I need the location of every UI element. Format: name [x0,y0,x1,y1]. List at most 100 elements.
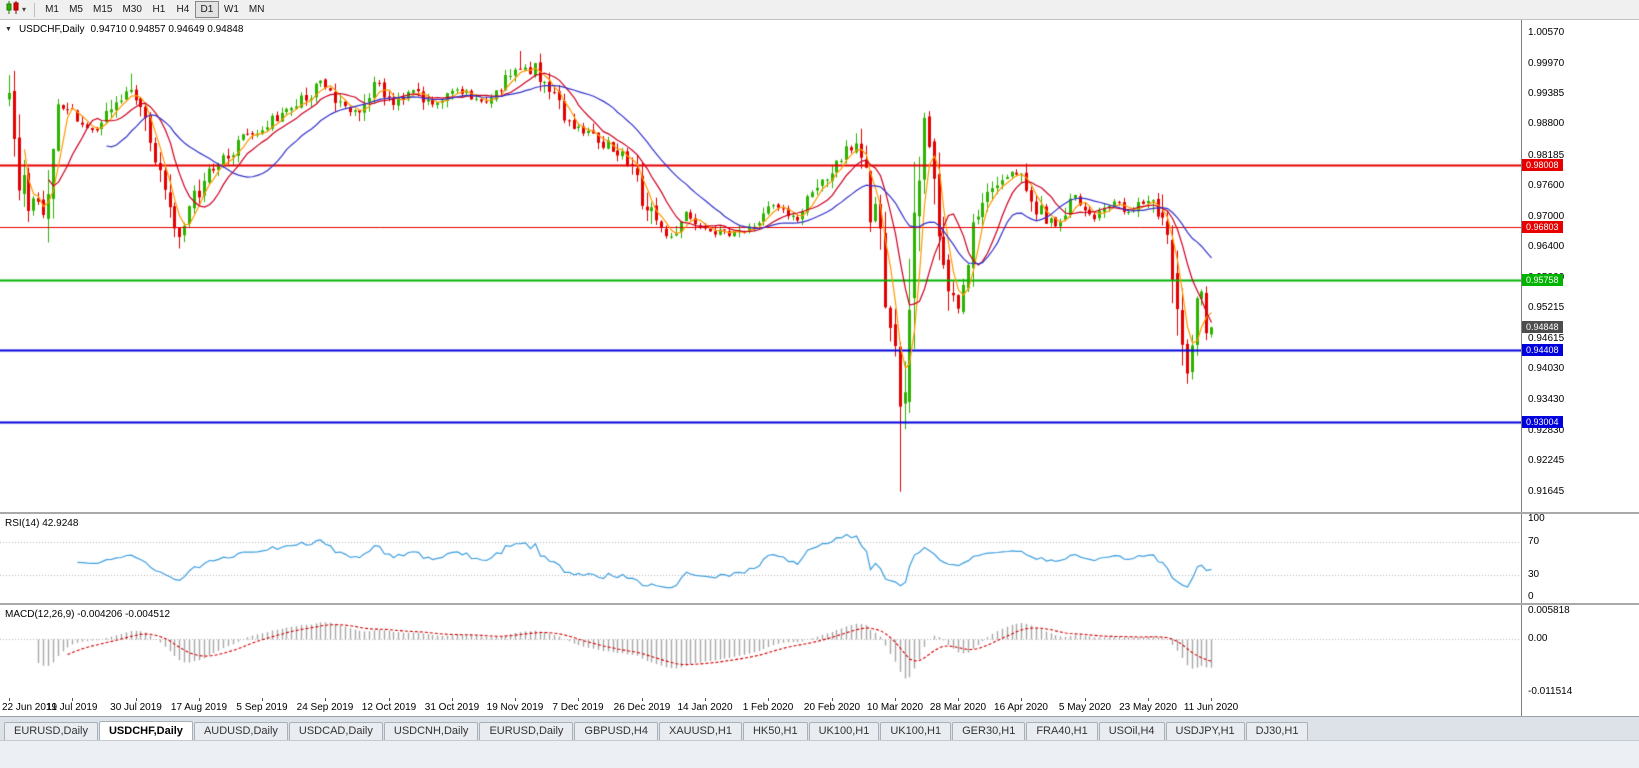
date-axis-label: 12 Oct 2019 [361,702,417,713]
date-tick [136,698,137,701]
chart-tab-usdcnh-daily[interactable]: USDCNH,Daily [383,722,479,740]
timeframe-m30-button[interactable]: M30 [117,1,146,18]
rsi-label: RSI(14) 42.9248 [5,518,79,529]
status-bar [0,740,1639,768]
date-tick [958,698,959,701]
price-axis-label: 0.95215 [1528,302,1565,314]
date-tick [1085,698,1086,701]
date-axis-label: 11 Jun 2020 [1183,702,1239,713]
date-axis-label: 24 Sep 2019 [296,702,354,713]
macd-canvas[interactable] [0,605,1521,698]
price-axis-label: 1.00570 [1528,27,1565,38]
dropdown-icon: ▾ [22,4,27,14]
price-axis-label: 0.97000 [1528,210,1565,222]
rsi-canvas[interactable] [0,514,1521,603]
chart-tab-usdjpy-h1[interactable]: USDJPY,H1 [1165,722,1245,740]
date-tick [262,698,263,701]
hline-price-badge: 0.98008 [1522,158,1563,171]
date-axis-label: 14 Jan 2020 [677,702,733,713]
hline-price-badge: 0.94408 [1522,343,1563,356]
axis-corner [1521,698,1639,716]
date-tick [705,698,706,701]
date-tick [199,698,200,701]
date-axis-label: 22 Jun 2019 [2,702,58,713]
price-axis-label: 0.93430 [1528,394,1565,406]
price-axis-label: 0.94615 [1528,333,1565,345]
price-axis-label: 0.99970 [1528,57,1565,69]
chart-tab-eurusd-daily[interactable]: EURUSD,Daily [4,722,98,740]
price-axis-label: 0.96400 [1528,241,1565,253]
chart-tab-eurusd-daily[interactable]: EURUSD,Daily [479,722,574,740]
pane-divider[interactable] [0,512,1639,514]
timeframe-m15-button[interactable]: M15 [88,1,117,18]
chart-tab-audusd-daily[interactable]: AUDUSD,Daily [193,722,288,740]
price-axis-label: 0.91645 [1528,485,1565,497]
chart-tab-hk50-h1[interactable]: HK50,H1 [742,722,808,740]
date-tick [895,698,896,701]
chart-tab-ger30-h1[interactable]: GER30,H1 [952,722,1026,740]
chart-tab-uk100-h1[interactable]: UK100,H1 [808,722,880,740]
toolbar: ▾ M1 M5 M15 M30 H1 H4 D1 W1 MN [0,0,1639,20]
date-axis-label: 19 Nov 2019 [486,702,544,713]
timeframe-d1-button[interactable]: D1 [194,1,219,18]
date-tick [578,698,579,701]
date-tick [642,698,643,701]
date-tick [1211,698,1212,701]
timeframe-h1-button[interactable]: H1 [147,1,171,18]
date-axis-label: 7 Dec 2019 [552,702,604,713]
chart-type-button[interactable]: ▾ [3,0,29,20]
rsi-axis-label: 30 [1528,568,1540,580]
date-tick [1148,698,1149,701]
chart-tab-usoil-h4[interactable]: USOil,H4 [1098,722,1165,740]
timeframe-w1-button[interactable]: W1 [219,1,244,18]
macd-label: MACD(12,26,9) -0.004206 -0.004512 [5,609,171,620]
price-axis-label: 0.92830 [1528,425,1565,437]
date-axis-label: 5 Sep 2019 [236,702,288,713]
timeframe-mn-button[interactable]: MN [244,1,270,18]
date-tick [325,698,326,701]
macd-axis-label: -0.011514 [1528,686,1573,697]
macd-axis[interactable]: 0.005818 0.00 -0.011514 [1521,605,1639,698]
timeframe-h4-button[interactable]: H4 [171,1,195,18]
price-chart-canvas[interactable] [0,20,1521,512]
date-tick [389,698,390,701]
date-tick [515,698,516,701]
collapse-arrow-icon[interactable]: ▼ [5,26,12,33]
symbol-label: USDCHF,Daily [18,24,85,35]
date-tick [72,698,73,701]
date-tick [452,698,453,701]
date-axis-label: 31 Oct 2019 [424,702,480,713]
price-pane: ▼ USDCHF,Daily 0.94710 0.94857 0.94649 0… [0,20,1521,512]
chart-tab-fra40-h1[interactable]: FRA40,H1 [1026,722,1098,740]
date-axis[interactable]: 22 Jun 2019 11 Jul 2019 30 Jul 2019 17 Aug … [0,698,1521,716]
chart-tab-usdcad-daily[interactable]: USDCAD,Daily [288,722,383,740]
price-axis[interactable]: 1.00570 0.99970 0.99385 0.98800 0.98185 0.976… [1521,20,1639,512]
timeframe-m1-button[interactable]: M1 [40,1,64,18]
timeframe-m5-button[interactable]: M5 [64,1,88,18]
date-axis-label: 23 May 2020 [1119,702,1177,713]
hline-price-badge: 0.96803 [1522,220,1563,233]
rsi-axis[interactable]: 100 70 30 0 [1521,514,1639,603]
price-axis-label: 0.98800 [1528,118,1565,130]
date-axis-label: 20 Feb 2020 [803,702,861,713]
price-axis-label: 0.92245 [1528,455,1565,467]
chart-tab-xauusd-h1[interactable]: XAUUSD,H1 [658,722,742,740]
date-axis-label: 1 Feb 2020 [742,702,794,713]
chart-area: ▼ USDCHF,Daily 0.94710 0.94857 0.94649 0… [0,20,1639,716]
chart-tab-gbpusd-h4[interactable]: GBPUSD,H4 [574,722,658,740]
pane-divider[interactable] [0,603,1639,605]
date-tick [832,698,833,701]
chart-tab-uk100-h1[interactable]: UK100,H1 [880,722,952,740]
price-axis-label: 0.98185 [1528,149,1565,161]
macd-axis-label: 0.00 [1528,632,1548,644]
date-tick [9,698,10,701]
date-axis-label: 28 Mar 2020 [929,702,987,713]
chart-tab-dj30-h1[interactable]: DJ30,H1 [1245,722,1309,740]
date-axis-label: 5 May 2020 [1058,702,1112,713]
chart-tab-usdchf-daily[interactable]: USDCHF,Daily [98,721,193,740]
hline-price-badge: 0.95758 [1522,274,1563,287]
chart-tab-bar: EURUSD,Daily USDCHF,Daily AUDUSD,Daily USDC… [0,716,1639,740]
date-axis-label: 10 Mar 2020 [866,702,924,713]
date-tick [1021,698,1022,701]
